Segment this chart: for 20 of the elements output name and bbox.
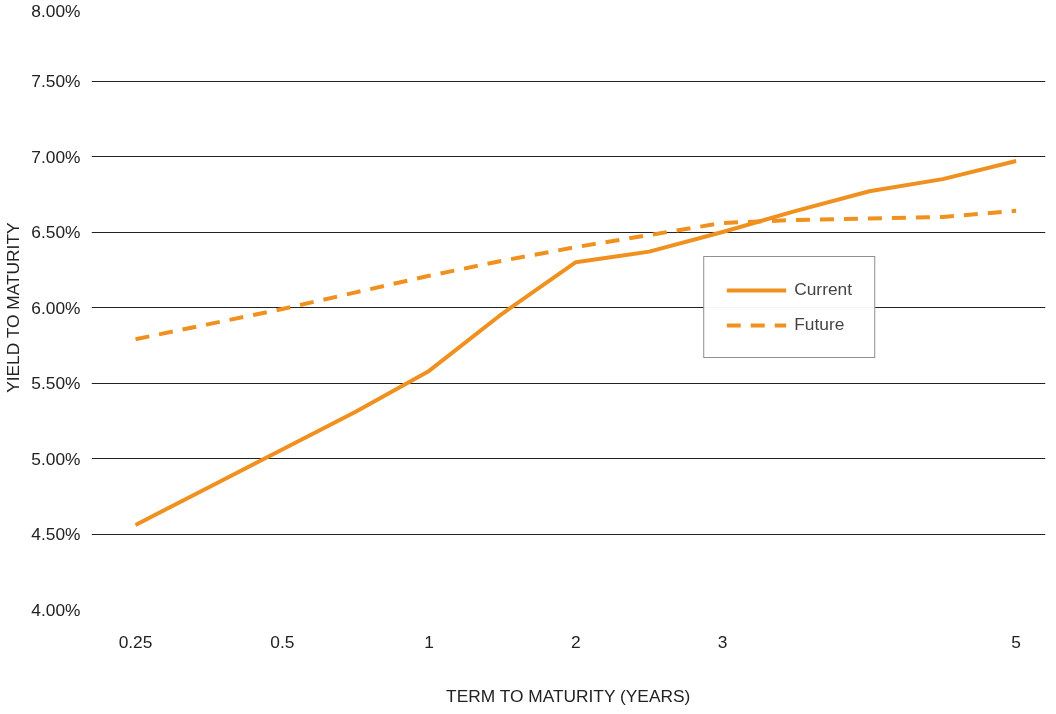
x-tick-label: 3: [717, 631, 728, 652]
x-tick-label: 2: [571, 631, 581, 652]
y-tick-label: 6.00%: [31, 297, 81, 318]
x-tick-label: 1: [424, 631, 434, 652]
x-tick-label: 0.5: [270, 631, 295, 652]
legend-label: Future: [794, 314, 845, 335]
y-axis-title: YIELD TO MATURITY: [3, 222, 24, 393]
legend-label: Current: [794, 279, 852, 300]
y-tick-label: 8.00%: [31, 0, 81, 21]
y-tick-label: 4.50%: [31, 524, 81, 544]
line-series: [133, 159, 1019, 527]
x-axis-title: TERM TO MATURITY (YEARS): [446, 685, 691, 706]
y-tick-label: 7.00%: [31, 146, 81, 167]
y-tick-label: 4.00%: [31, 599, 81, 620]
y-tick-label: 5.50%: [31, 373, 81, 393]
y-tick-label: 6.50%: [31, 222, 81, 242]
x-tick-label: 0.25: [118, 631, 153, 652]
y-tick-label: 7.50%: [31, 71, 81, 91]
y-tick-label: 5.00%: [31, 448, 81, 469]
x-tick-label: 5: [1011, 631, 1021, 652]
